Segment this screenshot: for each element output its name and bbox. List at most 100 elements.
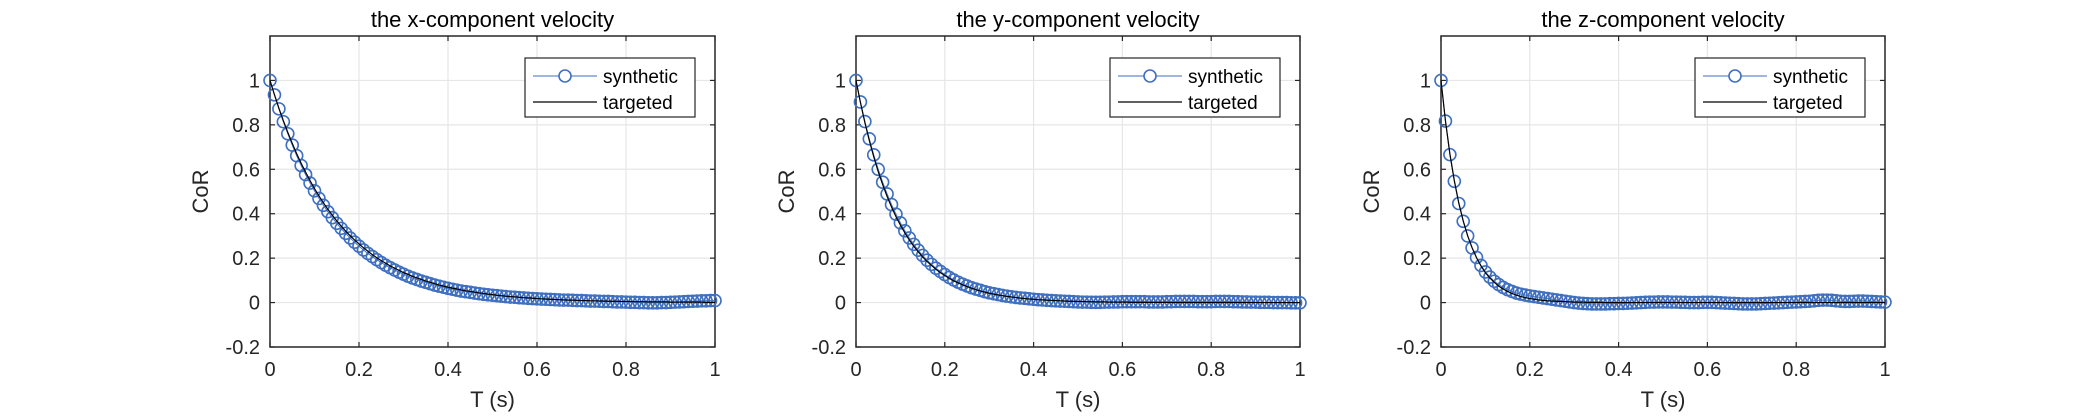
synthetic-point (1235, 295, 1250, 309)
synthetic-point (1820, 293, 1835, 307)
legend-label-targeted: targeted (603, 93, 673, 114)
synthetic-point (1168, 294, 1183, 309)
synthetic-point (632, 295, 647, 310)
synthetic-point (1447, 174, 1462, 189)
x-tick-label: 0 (1435, 359, 1446, 381)
synthetic-point (694, 293, 709, 308)
synthetic-point (347, 235, 362, 249)
legend-label-targeted: targeted (1188, 93, 1258, 114)
synthetic-point (708, 293, 722, 308)
targeted-line (855, 80, 1300, 304)
synthetic-point (641, 295, 656, 310)
chart-panel-1: 0 0.2 0.4 0.6 0.8 1-0.200.20.40.60.81T (s)CoR… (188, 7, 722, 412)
synthetic-point (995, 288, 1010, 303)
legend-label-synthetic: synthetic (1773, 67, 1848, 88)
legend: synthetic targeted (1109, 57, 1281, 118)
y-tick-label: -0.2 (812, 337, 846, 359)
y-tick-label: -0.2 (1397, 337, 1431, 359)
synthetic-point (1443, 147, 1457, 162)
synthetic-point (1616, 296, 1630, 311)
chart-title: the x-component velocity (371, 7, 614, 32)
synthetic-point (1620, 296, 1635, 311)
x-tick-label: 0.8 (612, 359, 640, 381)
synthetic-point (1000, 289, 1014, 303)
synthetic-point (853, 95, 868, 109)
synthetic-point (1598, 297, 1613, 311)
synthetic-point (338, 226, 353, 241)
synthetic-point (1731, 296, 1746, 311)
chart-title: the z-component velocity (1541, 7, 1784, 32)
synthetic-point (312, 191, 326, 206)
synthetic-point (1549, 293, 1564, 307)
synthetic-point (1523, 289, 1537, 303)
synthetic-point (1195, 294, 1210, 309)
synthetic-point (298, 167, 313, 182)
synthetic-point (1829, 293, 1843, 308)
x-tick-label: 0.2 (345, 359, 373, 381)
synthetic-point (1545, 292, 1559, 307)
x-tick-label: 0.6 (1693, 359, 1721, 381)
synthetic-point (1231, 294, 1245, 309)
synthetic-point (1177, 294, 1192, 309)
synthetic-point (1811, 293, 1826, 308)
axes-box (1440, 35, 1886, 348)
synthetic-point (1004, 289, 1019, 304)
y-tick-label: 0 (835, 293, 846, 315)
legend: synthetic targeted (1694, 57, 1866, 118)
chart-panel-2: 0 0.2 0.4 0.6 0.8 1-0.200.20.40.60.81T (s)CoR… (774, 7, 1307, 412)
synthetic-point (628, 295, 642, 310)
synthetic-point (1204, 294, 1218, 309)
x-tick-label: 1 (709, 359, 720, 381)
synthetic-point (1864, 294, 1879, 309)
synthetic-point (356, 243, 371, 257)
synthetic-point (343, 231, 357, 245)
x-tick-label: 0.8 (1197, 359, 1225, 381)
synthetic-point (1651, 295, 1666, 309)
synthetic-point (1873, 295, 1888, 309)
synthetic-point (267, 88, 282, 102)
synthetic-point (866, 148, 881, 162)
y-tick-label: 0.4 (1403, 204, 1431, 226)
synthetic-point (1208, 294, 1223, 309)
y-tick-label: 0.2 (818, 248, 846, 270)
synthetic-point (1191, 294, 1205, 309)
synthetic-point (1869, 294, 1883, 309)
legend-label-synthetic: synthetic (1188, 67, 1263, 88)
synthetic-point (352, 239, 366, 253)
synthetic-point (1239, 295, 1254, 309)
targeted-line (1440, 80, 1885, 304)
synthetic-point (1213, 294, 1227, 309)
synthetic-point (1807, 293, 1821, 308)
y-tick-label: 1 (1420, 70, 1431, 92)
y-tick-label: 0 (249, 293, 260, 315)
synthetic-point (1753, 296, 1768, 311)
synthetic-point (280, 126, 295, 141)
synthetic-point (1602, 296, 1617, 311)
legend-box (524, 57, 696, 118)
legend-label-targeted: targeted (1773, 93, 1843, 114)
targeted-line (269, 80, 715, 303)
synthetic-point (1160, 294, 1174, 309)
synthetic-point (681, 294, 696, 309)
synthetic-point (703, 293, 718, 308)
chart-title: the y-component velocity (956, 7, 1199, 32)
legend-circle-marker-icon (1143, 69, 1157, 83)
series-group (849, 73, 1307, 310)
y-axis-label: CoR (774, 169, 799, 213)
synthetic-point (1611, 296, 1626, 311)
legend-box (1694, 57, 1866, 118)
y-tick-label: 0.6 (818, 159, 846, 181)
x-tick-label: 0 (264, 359, 275, 381)
x-tick-label: 0.6 (1108, 359, 1136, 381)
synthetic-point (1580, 296, 1595, 311)
y-tick-label: 0.8 (232, 115, 260, 137)
synthetic-point (1451, 196, 1466, 211)
synthetic-point (893, 216, 908, 230)
synthetic-point (263, 73, 277, 88)
x-tick-label: 0 (850, 359, 861, 381)
synthetic-point (1540, 291, 1555, 306)
synthetic-point (1531, 290, 1546, 305)
synthetic-point (1607, 296, 1621, 311)
y-tick-label: -0.2 (226, 337, 260, 359)
synthetic-point (862, 132, 877, 146)
